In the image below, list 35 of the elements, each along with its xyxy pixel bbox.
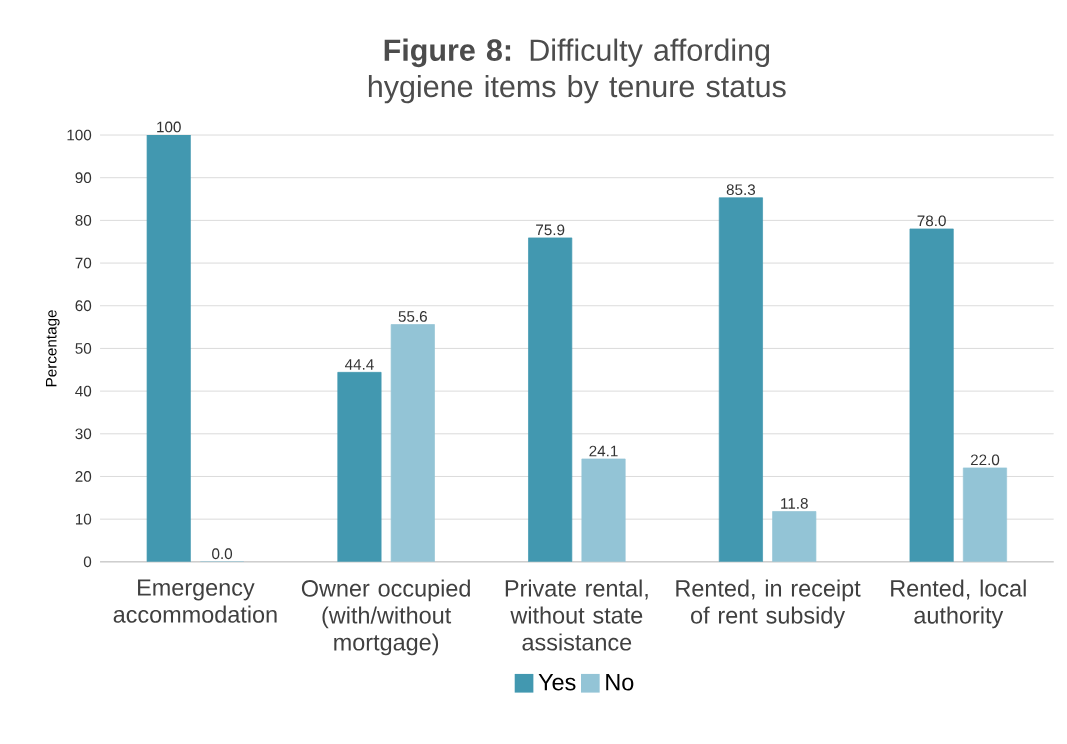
y-tick-label: 100 xyxy=(67,129,92,141)
legend-label: Yes xyxy=(538,674,576,691)
bar xyxy=(718,197,763,562)
y-tick-label: 30 xyxy=(75,428,92,440)
bar xyxy=(528,237,573,562)
data-label: 78.0 xyxy=(917,215,946,227)
y-tick-label: 70 xyxy=(75,257,92,269)
x-tick-label: Rented, in receipt of rent subsidy xyxy=(676,579,861,629)
data-label: 44.4 xyxy=(344,359,374,370)
y-axis-title: Percentage xyxy=(45,310,60,387)
y-tick-label: 50 xyxy=(75,343,92,354)
bar xyxy=(337,372,382,562)
data-label: 22.0 xyxy=(970,454,1000,466)
bar xyxy=(909,228,954,562)
y-tick-label: 20 xyxy=(75,471,92,482)
data-label: 24.1 xyxy=(589,445,618,457)
x-tick-label: Rented, local authority xyxy=(891,579,1026,629)
chart-title: Figure 8: Difficulty affording hygiene items by tenure status xyxy=(368,38,786,104)
data-label: 85.3 xyxy=(726,184,756,196)
y-tick-label: 40 xyxy=(75,385,92,397)
data-label: 0.0 xyxy=(212,548,233,560)
bar xyxy=(146,135,191,562)
x-tick-label: Private rental, without state assistance xyxy=(505,579,648,651)
x-tick-label: Owner occupied (with/without mortgage) xyxy=(301,579,470,656)
y-tick-label: 10 xyxy=(75,513,92,525)
legend-label: No xyxy=(606,674,634,691)
data-label: 100 xyxy=(157,121,181,133)
data-label: 11.8 xyxy=(781,498,808,509)
data-label: 55.6 xyxy=(398,311,427,322)
y-tick-label: 90 xyxy=(75,172,92,184)
x-tick-label: Emergency accommodation xyxy=(113,579,277,623)
y-tick-label: 80 xyxy=(75,215,92,226)
data-label: 75.9 xyxy=(536,224,565,236)
y-tick-label: 0 xyxy=(83,556,92,568)
y-tick-label: 60 xyxy=(75,300,92,312)
